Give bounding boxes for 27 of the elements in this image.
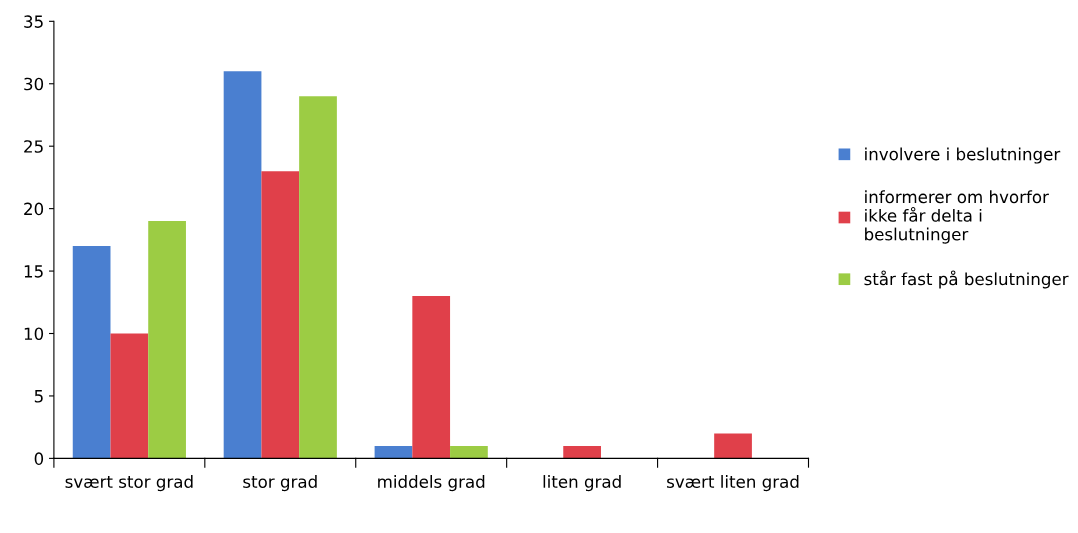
x-tick-label: stor grad	[243, 475, 317, 492]
y-tick-label: 25	[24, 140, 43, 153]
x-tick-label: middels grad	[378, 475, 485, 492]
bar	[412, 296, 451, 459]
bar	[110, 333, 149, 459]
bar	[148, 221, 186, 459]
bar	[374, 445, 413, 459]
bar	[72, 246, 111, 459]
y-tick-label: 30	[24, 77, 44, 91]
y-tick-label: 15	[24, 265, 43, 278]
bar	[714, 433, 752, 459]
bar	[450, 445, 488, 459]
legend-label: står fast på beslutninger	[864, 270, 1069, 289]
bar	[299, 96, 337, 459]
y-tick-label: 5	[34, 390, 43, 403]
y-tick-label: 0	[34, 452, 44, 465]
y-tick-label: 35	[24, 15, 43, 28]
bar	[223, 71, 262, 459]
x-tick-label: svært liten grad	[667, 475, 799, 492]
x-tick-label: liten grad	[543, 475, 621, 492]
legend-label: informerer om hvorfor ikke får delta i beslutninger	[865, 190, 1049, 244]
y-tick-label: 20	[24, 202, 44, 216]
bar	[563, 445, 601, 459]
legend-label: involvere i beslutninger	[865, 147, 1061, 164]
y-tick-label: 10	[24, 327, 44, 341]
bar	[261, 171, 300, 459]
x-tick-label: svært stor grad	[65, 475, 193, 492]
